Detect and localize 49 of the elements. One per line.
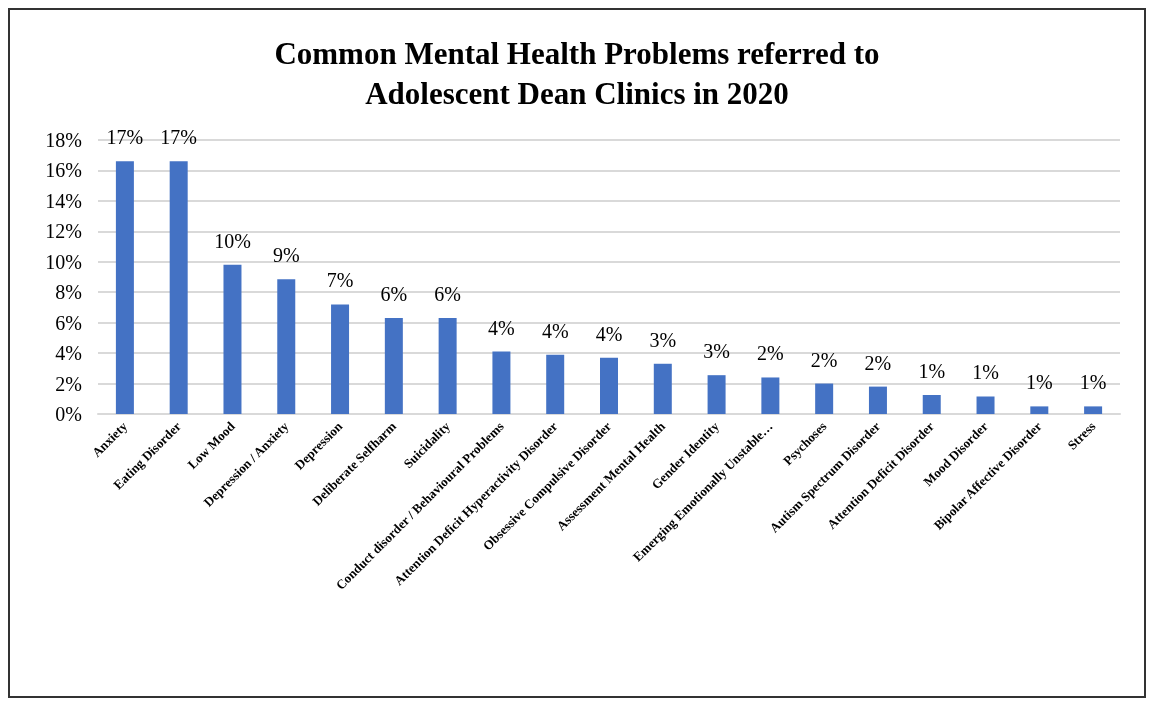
- bar: [868, 386, 887, 414]
- bar: [707, 375, 726, 414]
- data-label: 4%: [488, 316, 515, 339]
- bar: [653, 363, 672, 414]
- y-tick-label: 6%: [55, 311, 82, 334]
- y-tick-label: 4%: [55, 342, 82, 365]
- bar: [438, 318, 457, 414]
- bar: [546, 354, 565, 414]
- data-label: 4%: [541, 319, 569, 342]
- data-label: 6%: [434, 283, 461, 306]
- data-label: 17%: [160, 126, 198, 149]
- data-label: 1%: [918, 359, 946, 382]
- bar: [922, 394, 941, 414]
- bar: [169, 161, 188, 414]
- y-tick-label: 2%: [55, 372, 82, 395]
- y-tick-label: 16%: [45, 159, 82, 182]
- data-label: 6%: [380, 283, 408, 306]
- bar: [815, 383, 834, 414]
- data-label: 10%: [214, 229, 251, 252]
- chart-title: Common Mental Health Problems referred to Adolescent Dean Clinics in 2020: [274, 35, 880, 111]
- data-label: 4%: [595, 322, 623, 345]
- bar: [277, 279, 296, 414]
- data-label: 1%: [1025, 371, 1053, 394]
- bar: [1030, 406, 1049, 414]
- y-tick-label: 8%: [55, 281, 82, 304]
- data-label: 1%: [1079, 371, 1107, 394]
- bar: [115, 161, 134, 414]
- data-label: 17%: [106, 126, 144, 149]
- bar: [1084, 406, 1103, 414]
- bar: [331, 304, 350, 414]
- data-label: 3%: [649, 328, 677, 351]
- data-label: 2%: [757, 342, 784, 365]
- bar: [384, 318, 403, 414]
- data-label: 2%: [864, 351, 892, 374]
- y-tick-label: 18%: [45, 129, 82, 151]
- data-label: 7%: [326, 269, 354, 292]
- bar: [492, 351, 511, 414]
- bar: [761, 377, 780, 414]
- y-tick-label: 0%: [55, 403, 82, 425]
- data-label: 2%: [810, 348, 838, 371]
- data-label: 9%: [272, 244, 300, 267]
- bar: [976, 396, 995, 414]
- y-tick-label: 14%: [45, 189, 82, 212]
- bar: [600, 357, 618, 414]
- data-label: 3%: [703, 340, 730, 363]
- bar: [223, 264, 242, 414]
- data-label: 1%: [972, 361, 999, 384]
- y-tick-label: 10%: [45, 250, 82, 273]
- y-tick-label: 12%: [45, 220, 82, 243]
